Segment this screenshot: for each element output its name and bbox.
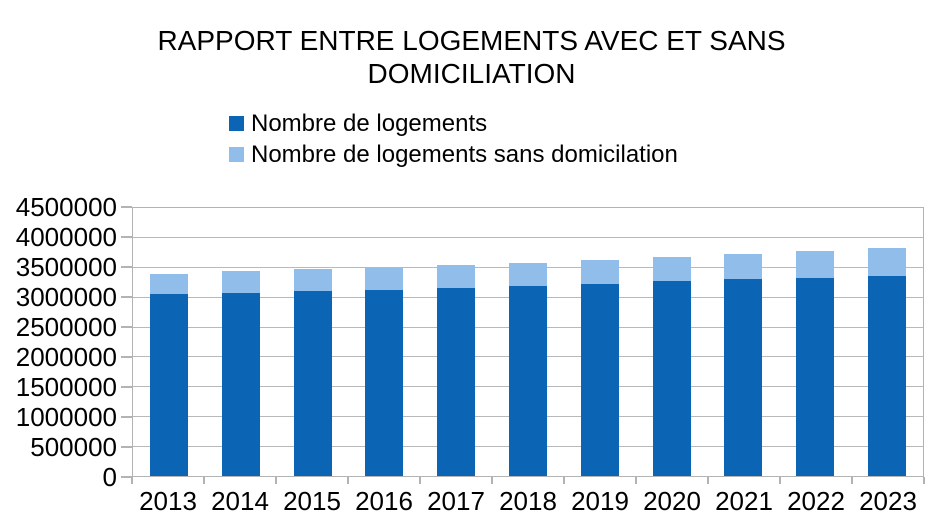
bar-segment-2020-series0 — [652, 281, 691, 476]
chart-legend: Nombre de logements Nombre de logements s… — [229, 108, 678, 170]
y-tick-label: 4000000 — [15, 222, 117, 252]
x-tick-label: 2014 — [211, 486, 269, 516]
bar-segment-2021-series0 — [724, 279, 763, 476]
y-tick-label: 1500000 — [15, 372, 117, 402]
y-tick-mark — [121, 266, 132, 268]
y-tick-mark — [121, 386, 132, 388]
x-tick-mark — [131, 477, 133, 484]
x-tick-mark — [707, 477, 709, 484]
y-tick-label: 2500000 — [15, 312, 117, 342]
y-tick-mark — [121, 206, 132, 208]
bar-segment-2017-series0 — [437, 287, 476, 476]
y-tick-mark — [121, 326, 132, 328]
x-tick-mark — [347, 477, 349, 484]
x-tick-mark — [491, 477, 493, 484]
x-tick-mark — [635, 477, 637, 484]
bar-segment-2021-series1 — [724, 253, 763, 280]
y-tick-mark — [121, 476, 132, 478]
x-tick-label: 2013 — [139, 486, 197, 516]
bar-segment-2018-series1 — [509, 262, 547, 287]
bar-segment-2016-series1 — [365, 267, 404, 290]
y-tick-label: 500000 — [30, 432, 117, 462]
bar-segment-2015-series0 — [293, 291, 332, 476]
x-tick-label: 2016 — [355, 486, 413, 516]
y-tick-label: 3000000 — [15, 282, 117, 312]
gridline — [133, 237, 923, 239]
x-tick-mark — [563, 477, 565, 484]
bar-segment-2018-series0 — [509, 286, 547, 476]
y-tick-mark — [121, 356, 132, 358]
x-tick-label: 2015 — [283, 486, 341, 516]
legend-label: Nombre de logements sans domicilation — [251, 141, 678, 168]
x-tick-label: 2023 — [859, 486, 917, 516]
bar-segment-2015-series1 — [293, 269, 332, 292]
x-tick-label: 2020 — [643, 486, 701, 516]
y-tick-mark — [121, 416, 132, 418]
legend-swatch-icon — [229, 147, 244, 162]
bar-segment-2023-series0 — [868, 275, 907, 476]
x-tick-mark — [779, 477, 781, 484]
x-tick-label: 2021 — [715, 486, 773, 516]
y-tick-label: 4500000 — [15, 192, 117, 222]
x-tick-label: 2017 — [427, 486, 485, 516]
bar-segment-2017-series1 — [437, 265, 476, 288]
bar-segment-2014-series0 — [221, 292, 260, 476]
x-tick-label: 2022 — [787, 486, 845, 516]
y-tick-mark — [121, 236, 132, 238]
x-tick-mark — [419, 477, 421, 484]
bar-segment-2022-series1 — [796, 250, 835, 278]
y-tick-label: 3500000 — [15, 252, 117, 282]
bar-segment-2019-series1 — [580, 259, 619, 284]
y-tick-mark — [121, 296, 132, 298]
bar-segment-2013-series1 — [149, 273, 188, 295]
x-tick-mark — [203, 477, 205, 484]
x-tick-mark — [851, 477, 853, 484]
bar-segment-2014-series1 — [221, 271, 260, 293]
legend-label: Nombre de logements — [251, 110, 488, 137]
y-tick-label: 0 — [102, 462, 117, 492]
y-tick-label: 2000000 — [15, 342, 117, 372]
bar-segment-2023-series1 — [868, 247, 907, 276]
legend-item: Nombre de logements sans domicilation — [229, 139, 678, 170]
bar-segment-2022-series0 — [796, 277, 835, 476]
legend-item: Nombre de logements — [229, 108, 678, 139]
bar-segment-2016-series0 — [365, 289, 404, 476]
legend-swatch-icon — [229, 116, 244, 131]
bar-segment-2020-series1 — [652, 256, 691, 282]
bar-segment-2019-series0 — [580, 283, 619, 476]
plot-area — [132, 207, 924, 477]
x-tick-label: 2019 — [571, 486, 629, 516]
bar-segment-2013-series0 — [149, 294, 188, 476]
chart-title: RAPPORT ENTRE LOGEMENTS AVEC ET SANS DOM… — [157, 25, 786, 89]
x-tick-mark — [923, 477, 925, 484]
x-tick-label: 2018 — [499, 486, 557, 516]
x-tick-mark — [275, 477, 277, 484]
y-tick-label: 1000000 — [15, 402, 117, 432]
y-tick-mark — [121, 446, 132, 448]
